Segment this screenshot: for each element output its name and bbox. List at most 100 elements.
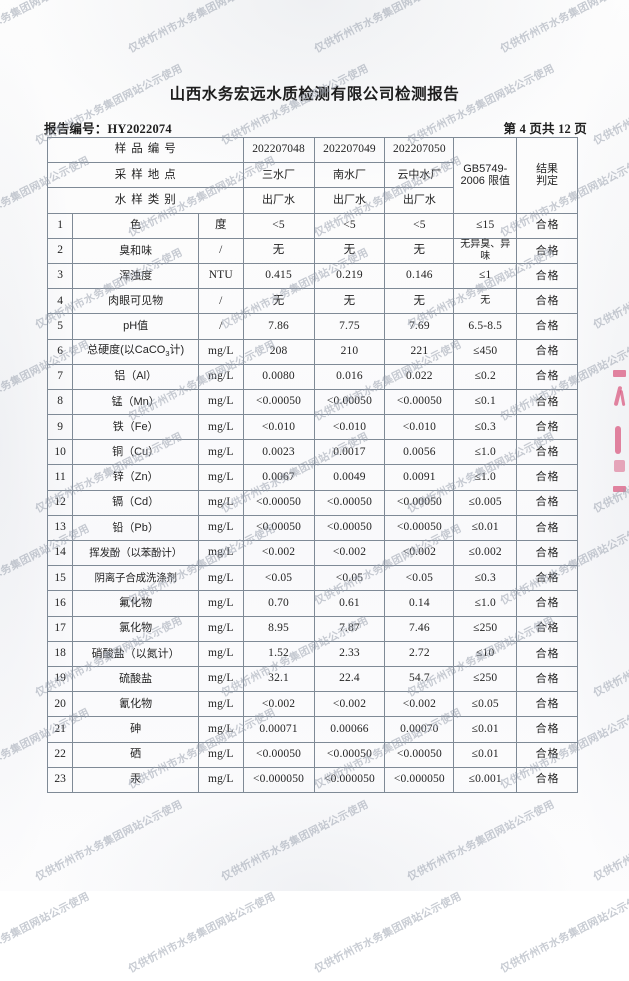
verdict-value: 合格 xyxy=(517,591,578,616)
parameter-name: 氟化物 xyxy=(73,591,199,616)
value-sample-1: 208 xyxy=(243,339,314,364)
watermark-text: 仅供忻州市水务集团网站公示使用 xyxy=(312,889,464,977)
value-sample-3: 0.022 xyxy=(385,364,454,389)
value-sample-2: 0.219 xyxy=(314,263,385,288)
limit-value: ≤0.2 xyxy=(454,364,517,389)
limit-value: ≤10 xyxy=(454,641,517,666)
parameter-name: 汞 xyxy=(73,767,199,792)
value-sample-2: 0.61 xyxy=(314,591,385,616)
limit-value: ≤15 xyxy=(454,213,517,238)
parameter-name: 总硬度(以CaCO3计) xyxy=(73,339,199,364)
row-index: 5 xyxy=(48,314,73,339)
value-sample-2: <0.00050 xyxy=(314,515,385,540)
value-sample-1: 0.70 xyxy=(243,591,314,616)
parameter-unit: mg/L xyxy=(198,389,243,414)
value-sample-2: <0.010 xyxy=(314,415,385,440)
sample-number-3: 202207050 xyxy=(385,138,454,163)
parameter-name: 硝酸盐（以氮计） xyxy=(73,641,199,666)
parameter-name: 臭和味 xyxy=(73,238,199,263)
parameter-unit: mg/L xyxy=(198,767,243,792)
value-sample-2: 0.0049 xyxy=(314,465,385,490)
value-sample-3: <0.002 xyxy=(385,541,454,566)
value-sample-1: 0.0023 xyxy=(243,440,314,465)
value-sample-3: <0.00050 xyxy=(385,490,454,515)
sampling-site-2: 南水厂 xyxy=(314,163,385,188)
parameter-unit: mg/L xyxy=(198,515,243,540)
parameter-name: 硒 xyxy=(73,742,199,767)
row-index: 15 xyxy=(48,566,73,591)
row-index: 14 xyxy=(48,541,73,566)
value-sample-3: 7.69 xyxy=(385,314,454,339)
value-sample-3: <0.00050 xyxy=(385,389,454,414)
value-sample-3: 无 xyxy=(385,238,454,263)
value-sample-1: 32.1 xyxy=(243,666,314,691)
watermark-text: 仅供忻州市水务集团网站公示使用 xyxy=(0,889,92,977)
limit-value: ≤0.002 xyxy=(454,541,517,566)
limit-value: ≤0.3 xyxy=(454,415,517,440)
value-sample-2: <0.00050 xyxy=(314,490,385,515)
parameter-name: 铅（Pb） xyxy=(73,515,199,540)
verdict-value: 合格 xyxy=(517,440,578,465)
value-sample-1: <0.00050 xyxy=(243,490,314,515)
verdict-value: 合格 xyxy=(517,616,578,641)
report-number: 报告编号：HY2022074 xyxy=(44,118,172,137)
value-sample-2: <0.002 xyxy=(314,692,385,717)
value-sample-1: 0.0067 xyxy=(243,465,314,490)
value-sample-1: 0.0080 xyxy=(243,364,314,389)
sample-number-label: 样品编号 xyxy=(48,138,244,163)
row-index: 17 xyxy=(48,616,73,641)
limit-value: ≤1 xyxy=(454,263,517,288)
value-sample-1: 0.00071 xyxy=(243,717,314,742)
value-sample-3: <0.000050 xyxy=(385,767,454,792)
parameter-name: 砷 xyxy=(73,717,199,742)
parameter-name: 硫酸盐 xyxy=(73,666,199,691)
verdict-value: 合格 xyxy=(517,515,578,540)
sample-number-2: 202207049 xyxy=(314,138,385,163)
parameter-unit: / xyxy=(198,289,243,314)
value-sample-3: <0.00050 xyxy=(385,742,454,767)
limit-value: ≤1.0 xyxy=(454,465,517,490)
value-sample-1: 7.86 xyxy=(243,314,314,339)
value-sample-3: <0.002 xyxy=(385,692,454,717)
page-title: 山西水务宏远水质检测有限公司检测报告 xyxy=(0,82,629,104)
red-seal-stamp-fragment xyxy=(607,368,629,496)
parameter-name: 铁（Fe） xyxy=(73,415,199,440)
parameter-name: 铝（Al） xyxy=(73,364,199,389)
parameter-unit: mg/L xyxy=(198,465,243,490)
row-index: 11 xyxy=(48,465,73,490)
parameter-unit: mg/L xyxy=(198,717,243,742)
parameter-unit: mg/L xyxy=(198,440,243,465)
limit-value: ≤450 xyxy=(454,339,517,364)
parameter-unit: mg/L xyxy=(198,541,243,566)
value-sample-2: 无 xyxy=(314,238,385,263)
value-sample-2: 2.33 xyxy=(314,641,385,666)
value-sample-1: <0.002 xyxy=(243,692,314,717)
row-index: 20 xyxy=(48,692,73,717)
water-type-2: 出厂水 xyxy=(314,188,385,213)
value-sample-1: <0.00050 xyxy=(243,742,314,767)
value-sample-3: <0.010 xyxy=(385,415,454,440)
parameter-name: 锌（Zn） xyxy=(73,465,199,490)
parameter-name: 阴离子合成洗涤剂 xyxy=(73,566,199,591)
value-sample-1: <0.00050 xyxy=(243,515,314,540)
document-content: 山西水务宏远水质检测有限公司检测报告 报告编号：HY2022074 第 4 页共… xyxy=(0,0,629,891)
row-index: 1 xyxy=(48,213,73,238)
value-sample-2: <0.000050 xyxy=(314,767,385,792)
value-sample-2: 0.00066 xyxy=(314,717,385,742)
parameter-name: 铜（Cu） xyxy=(73,440,199,465)
verdict-column-header: 结果判定 xyxy=(517,138,578,214)
value-sample-2: <0.05 xyxy=(314,566,385,591)
